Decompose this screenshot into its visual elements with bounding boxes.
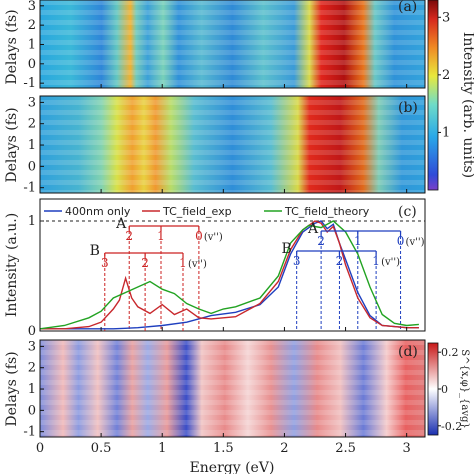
panel-d: (d) Delays (fs) -1 0 1 2 3 — [4, 339, 426, 440]
ytick-label: 1 — [28, 214, 36, 229]
progression-level-label: 2 — [336, 254, 344, 268]
xtick-label: 1 — [158, 441, 166, 456]
panel-d-label: (d) — [398, 344, 418, 360]
ytick-label: 0 — [28, 324, 36, 339]
legend-entry: 400nm only — [65, 205, 131, 218]
ytick-label: 0 — [28, 159, 36, 174]
colorbar-top-label: Intensity (arb. units) — [460, 32, 474, 178]
ytick-label: 2 — [28, 361, 36, 376]
ytick-label: 3 — [28, 0, 36, 14]
ytick-label: 1 — [28, 37, 36, 52]
colorbar-tick-label: 0.2 — [441, 346, 459, 359]
colorbar-bottom: 0.2 0 -0.2 S^{x,φ}_{avg} — [427, 342, 470, 436]
progression-level-label: 3 — [293, 254, 301, 268]
progression-vpp-label: (v'') — [204, 232, 223, 243]
panel-c-ylabel: Intensity (a.u.) — [4, 213, 20, 317]
xtick-label: 2.5 — [335, 441, 356, 456]
progression-level-label: 1 — [179, 256, 187, 270]
ytick-label: 1 — [28, 382, 36, 397]
panel-a-label: (a) — [398, 0, 417, 15]
progression-vpp-label: (v'') — [406, 237, 425, 248]
panel-c: (c) Intensity (a.u.) 01 400nm only TC_fie… — [4, 198, 426, 339]
legend-entry: TC_field_theory — [284, 205, 370, 218]
ytick-label: 2 — [28, 18, 36, 33]
progression-letter: A — [307, 221, 319, 237]
progression-level-label: 3 — [101, 256, 109, 270]
panel-d-ylabel: Delays (fs) — [4, 351, 20, 426]
progression-level-label: 1 — [354, 234, 362, 248]
progression-level-label: 0 — [397, 234, 405, 248]
progression-level-label: 0 — [195, 229, 203, 243]
xtick-label: 1.5 — [213, 441, 234, 456]
progression-letter: B — [90, 243, 100, 259]
colorbar-tick-label: 0 — [441, 383, 448, 396]
progression-level-label: 2 — [141, 256, 149, 270]
progression-level-label: 1 — [157, 229, 165, 243]
xtick-label: 3 — [403, 441, 411, 456]
ytick-label: 1 — [28, 138, 36, 153]
progression-vpp-label: (v'') — [188, 259, 207, 270]
progression-vpp-label: (v'') — [381, 257, 400, 268]
xtick-label: 2 — [280, 441, 288, 456]
panel-a: (a) Delays (fs) -1 0 1 2 3 — [4, 0, 426, 91]
colorbar-tick-label: -0.2 — [441, 420, 462, 433]
colorbar-top: 1 2 3 Intensity (arb. units) — [427, 0, 474, 191]
progression-level-label: 2 — [125, 229, 133, 243]
xtick-label: 0.5 — [91, 441, 112, 456]
ytick-label: 0 — [28, 403, 36, 418]
panel-b: (b) Delays (fs) -1 0 1 2 3 — [4, 95, 426, 196]
panel-c-label: (c) — [398, 204, 417, 220]
progression-level-label: 1 — [372, 254, 380, 268]
series-line-0 — [40, 220, 419, 330]
ytick-label: -1 — [23, 181, 36, 196]
colorbar-tick-label: 2 — [442, 68, 450, 83]
ytick-label: 0 — [28, 57, 36, 72]
ytick-label: 2 — [28, 117, 36, 132]
series-line-1 — [40, 220, 419, 330]
ytick-label: 3 — [28, 339, 36, 354]
xtick-label: 0 — [36, 441, 44, 456]
panel-b-ylabel: Delays (fs) — [4, 107, 20, 182]
series-line-2 — [39, 220, 419, 330]
progression-level-label: 2 — [317, 234, 325, 248]
colorbar-bottom-label: S^{x,φ}_{avg} — [459, 349, 470, 429]
ytick-label: -1 — [23, 76, 36, 91]
colorbar-tick-label: 1 — [442, 125, 450, 140]
progression-letter: A — [115, 216, 127, 232]
x-axis-label: Energy (eV) — [190, 460, 275, 474]
colorbar-tick-label: 3 — [442, 10, 450, 25]
ytick-label: 3 — [28, 95, 36, 110]
ytick-label: -1 — [23, 425, 36, 440]
panel-a-ylabel: Delays (fs) — [4, 9, 20, 84]
progression-letter: B — [282, 241, 292, 257]
panel-b-label: (b) — [398, 100, 418, 116]
legend-entry: TC_field_exp — [162, 205, 232, 218]
